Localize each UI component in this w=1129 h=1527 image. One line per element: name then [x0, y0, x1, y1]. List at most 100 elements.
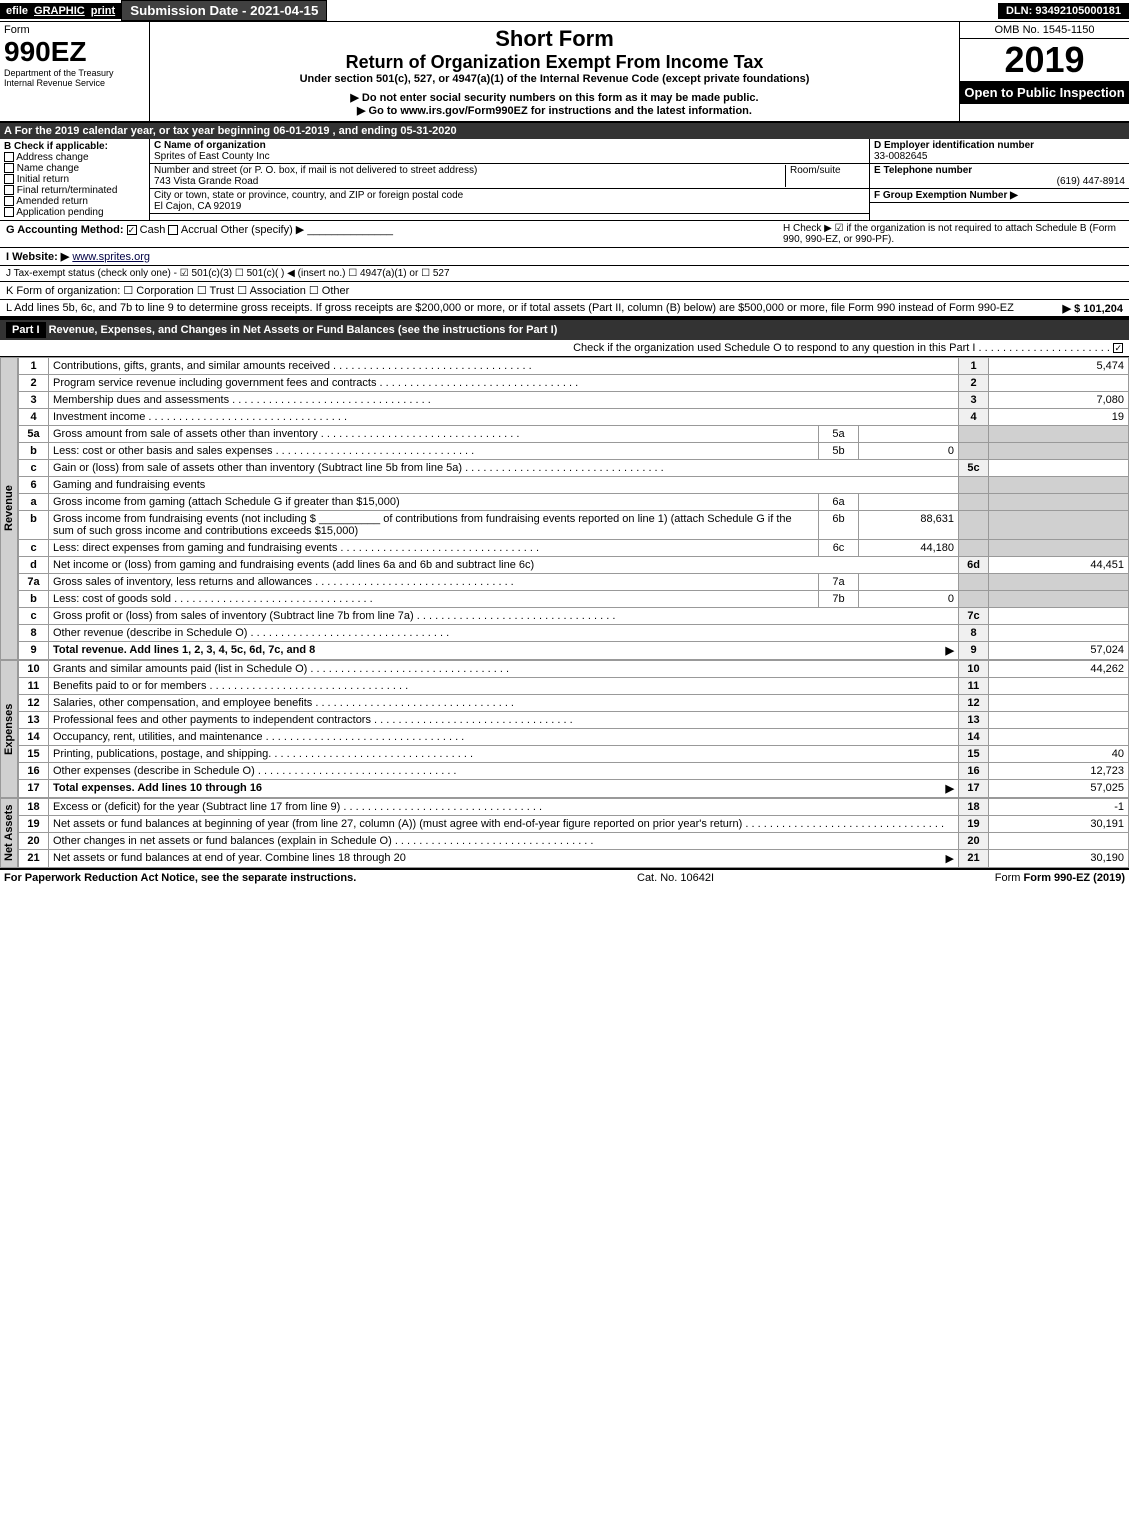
phone-row: E Telephone number (619) 447-8914	[870, 164, 1129, 189]
table-row: 15Printing, publications, postage, and s…	[19, 746, 1129, 763]
print-link[interactable]: print	[91, 5, 115, 17]
irs-label: Internal Revenue Service	[4, 78, 145, 88]
efile-strip: efile GRAPHIC print	[0, 3, 121, 19]
form-header: Form 990EZ Department of the Treasury In…	[0, 22, 1129, 123]
expenses-section: Expenses 10Grants and similar amounts pa…	[0, 660, 1129, 798]
website-label: I Website: ▶	[6, 251, 69, 263]
expenses-side-label: Expenses	[0, 660, 18, 798]
ein-row: D Employer identification number 33-0082…	[870, 139, 1129, 164]
box-i: I Website: ▶ www.sprites.org	[0, 248, 1129, 266]
table-row: 19Net assets or fund balances at beginni…	[19, 816, 1129, 833]
table-row: cGain or (loss) from sale of assets othe…	[19, 460, 1129, 477]
box-b-label: B Check if applicable:	[4, 141, 145, 152]
ck-address-change[interactable]: Address change	[4, 152, 145, 163]
footer-right: Form Form 990-EZ (2019)	[995, 872, 1125, 884]
group-exemption-row: F Group Exemption Number ▶	[870, 189, 1129, 203]
table-row: 17Total expenses. Add lines 10 through 1…	[19, 780, 1129, 798]
addr-value: 743 Vista Grande Road	[154, 176, 785, 187]
org-name-row: C Name of organization Sprites of East C…	[150, 139, 869, 164]
revenue-section: Revenue 1Contributions, gifts, grants, a…	[0, 357, 1129, 660]
phone-value: (619) 447-8914	[874, 176, 1125, 187]
title-box: Short Form Return of Organization Exempt…	[150, 22, 959, 121]
info-grid: B Check if applicable: Address change Na…	[0, 139, 1129, 221]
group-exemption-label: F Group Exemption Number ▶	[874, 190, 1018, 201]
ein-label: D Employer identification number	[874, 140, 1125, 151]
ck-final-return[interactable]: Final return/terminated	[4, 185, 145, 196]
table-row: 9Total revenue. Add lines 1, 2, 3, 4, 5c…	[19, 642, 1129, 660]
table-row: 16Other expenses (describe in Schedule O…	[19, 763, 1129, 780]
revenue-side-label: Revenue	[0, 357, 18, 660]
part-i-title: Revenue, Expenses, and Changes in Net As…	[49, 324, 558, 336]
form-word: Form	[4, 24, 145, 36]
efile-label: efile	[6, 5, 28, 17]
city-value: El Cajon, CA 92019	[154, 201, 865, 212]
website-link[interactable]: www.sprites.org	[72, 251, 150, 263]
omb-number: OMB No. 1545-1150	[960, 22, 1129, 39]
netassets-section: Net Assets 18Excess or (deficit) for the…	[0, 798, 1129, 868]
submission-date-button[interactable]: Submission Date - 2021-04-15	[121, 0, 327, 21]
city-row: City or town, state or province, country…	[150, 189, 869, 214]
graphic-link[interactable]: GRAPHIC	[34, 5, 85, 17]
table-row: 20Other changes in net assets or fund ba…	[19, 833, 1129, 850]
table-row: 1Contributions, gifts, grants, and simil…	[19, 358, 1129, 375]
table-row: 7aGross sales of inventory, less returns…	[19, 574, 1129, 591]
table-row: dNet income or (loss) from gaming and fu…	[19, 557, 1129, 574]
schedule-o-checkbox[interactable]	[1113, 343, 1123, 353]
phone-label: E Telephone number	[874, 165, 1125, 176]
part-i-label: Part I	[6, 322, 46, 338]
table-row: 6Gaming and fundraising events	[19, 477, 1129, 494]
ck-accrual[interactable]: Accrual	[168, 224, 217, 236]
city-label: City or town, state or province, country…	[154, 190, 865, 201]
short-form-title: Short Form	[154, 26, 955, 52]
period-bar: A For the 2019 calendar year, or tax yea…	[0, 123, 1129, 139]
ein-value: 33-0082645	[874, 151, 1125, 162]
g-label: G Accounting Method:	[6, 224, 124, 236]
table-row: 18Excess or (deficit) for the year (Subt…	[19, 799, 1129, 816]
revenue-table: 1Contributions, gifts, grants, and simil…	[18, 357, 1129, 660]
box-k: K Form of organization: ☐ Corporation ☐ …	[0, 282, 1129, 300]
netassets-side-label: Net Assets	[0, 798, 18, 868]
no-ssn-warning: ▶ Do not enter social security numbers o…	[154, 91, 955, 104]
expenses-table: 10Grants and similar amounts paid (list …	[18, 660, 1129, 798]
table-row: bGross income from fundraising events (n…	[19, 511, 1129, 540]
room-suite-label: Room/suite	[785, 165, 865, 187]
line-g-h: G Accounting Method: Cash Accrual Other …	[0, 221, 1129, 248]
ck-other-method[interactable]: Other (specify) ▶ ______________	[221, 224, 393, 236]
ck-application-pending[interactable]: Application pending	[4, 207, 145, 218]
return-title: Return of Organization Exempt From Incom…	[154, 52, 955, 73]
part-i-header: Part I Revenue, Expenses, and Changes in…	[0, 318, 1129, 357]
table-row: cGross profit or (loss) from sales of in…	[19, 608, 1129, 625]
footer-left: For Paperwork Reduction Act Notice, see …	[4, 872, 356, 884]
table-row: 5aGross amount from sale of assets other…	[19, 426, 1129, 443]
box-l: L Add lines 5b, 6c, and 7b to line 9 to …	[0, 300, 1129, 318]
goto-link[interactable]: ▶ Go to www.irs.gov/Form990EZ for instru…	[154, 104, 955, 117]
ck-name-change[interactable]: Name change	[4, 163, 145, 174]
org-name: Sprites of East County Inc	[154, 151, 865, 162]
table-row: bLess: cost of goods sold7b0	[19, 591, 1129, 608]
form-number: 990EZ	[4, 36, 145, 68]
part-i-check-text: Check if the organization used Schedule …	[573, 342, 975, 354]
part-i-title-bar: Part I Revenue, Expenses, and Changes in…	[0, 320, 1129, 340]
box-j: J Tax-exempt status (check only one) - ☑…	[0, 266, 1129, 282]
ck-initial-return[interactable]: Initial return	[4, 174, 145, 185]
box-b: B Check if applicable: Address change Na…	[0, 139, 150, 220]
top-bar: efile GRAPHIC print Submission Date - 20…	[0, 0, 1129, 22]
table-row: 4Investment income419	[19, 409, 1129, 426]
ck-amended-return[interactable]: Amended return	[4, 196, 145, 207]
table-row: 11Benefits paid to or for members11	[19, 678, 1129, 695]
box-l-amount: ▶ $ 101,204	[1063, 302, 1123, 315]
form-number-box: Form 990EZ Department of the Treasury In…	[0, 22, 150, 121]
box-l-text: L Add lines 5b, 6c, and 7b to line 9 to …	[6, 302, 1014, 314]
dept-label: Department of the Treasury	[4, 68, 145, 78]
tax-year: 2019	[960, 39, 1129, 81]
ck-cash[interactable]: Cash	[127, 224, 166, 236]
box-c: C Name of organization Sprites of East C…	[150, 139, 869, 220]
table-row: 3Membership dues and assessments37,080	[19, 392, 1129, 409]
under-section: Under section 501(c), 527, or 4947(a)(1)…	[154, 73, 955, 85]
table-row: cLess: direct expenses from gaming and f…	[19, 540, 1129, 557]
table-row: 10Grants and similar amounts paid (list …	[19, 661, 1129, 678]
table-row: 8Other revenue (describe in Schedule O)8	[19, 625, 1129, 642]
addr-label: Number and street (or P. O. box, if mail…	[154, 165, 785, 176]
table-row: 2Program service revenue including gover…	[19, 375, 1129, 392]
table-row: 21Net assets or fund balances at end of …	[19, 850, 1129, 868]
